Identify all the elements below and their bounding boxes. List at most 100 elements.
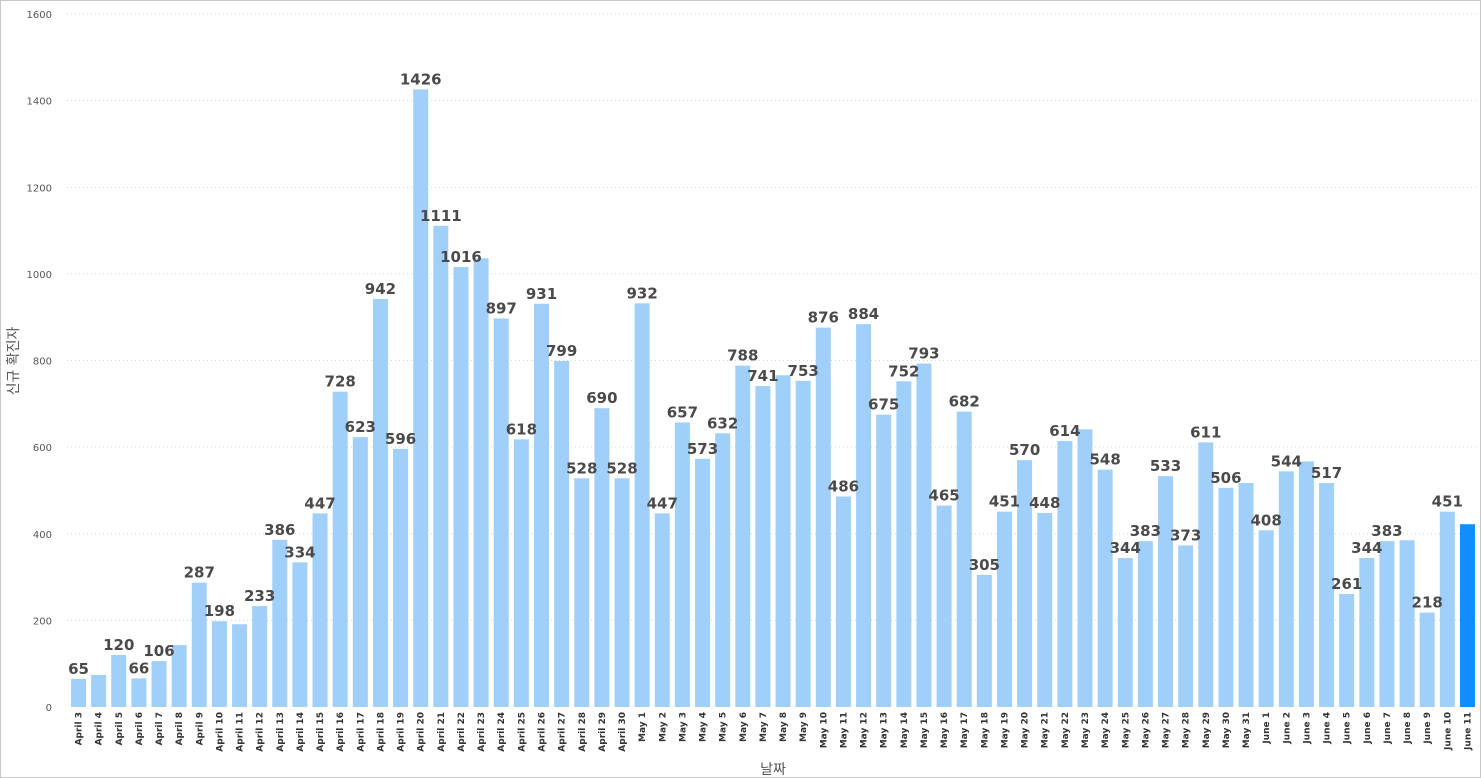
bar[interactable] (292, 562, 308, 707)
bar[interactable] (755, 386, 771, 707)
bar[interactable] (1158, 476, 1174, 707)
bar[interactable] (191, 582, 207, 707)
bar[interactable] (493, 318, 509, 707)
bar[interactable] (1218, 487, 1234, 707)
bar[interactable] (332, 391, 348, 707)
bar[interactable] (413, 89, 429, 708)
bar[interactable] (453, 266, 469, 707)
bar[interactable] (1379, 541, 1395, 707)
bar[interactable] (312, 513, 328, 707)
bar[interactable] (876, 414, 892, 707)
y-axis-ticks: 0 200 400 600 800 1000 1200 1400 1600 (27, 10, 52, 714)
bar[interactable] (1017, 460, 1033, 707)
bar[interactable] (1037, 512, 1053, 707)
x-tick-label: May 10 (819, 712, 829, 748)
bar[interactable] (352, 437, 368, 707)
bar[interactable] (835, 496, 851, 708)
bar[interactable] (594, 408, 610, 707)
bar[interactable] (372, 299, 388, 707)
bar[interactable] (856, 324, 872, 707)
x-tick-label: May 8 (779, 712, 789, 742)
y-tick-label: 1600 (27, 10, 52, 21)
data-label: 690 (586, 389, 617, 407)
bar[interactable] (131, 678, 147, 707)
bar[interactable] (996, 511, 1012, 707)
x-tick-label: April 27 (558, 712, 568, 752)
bar[interactable] (976, 574, 992, 707)
bar[interactable] (896, 381, 912, 707)
bar[interactable] (1419, 612, 1435, 707)
bar[interactable] (554, 360, 570, 707)
x-tick-label: May 1 (638, 712, 648, 742)
data-label: 506 (1210, 469, 1241, 487)
bar[interactable] (936, 505, 952, 707)
bar[interactable] (574, 478, 590, 707)
bar[interactable] (1117, 558, 1133, 707)
bar[interactable] (1238, 483, 1254, 707)
x-tick-label: April 21 (437, 712, 447, 752)
x-tick-label: May 4 (699, 712, 709, 742)
bar[interactable] (513, 439, 529, 707)
data-label: 544 (1271, 452, 1302, 470)
bar[interactable] (433, 225, 449, 708)
bar[interactable] (252, 606, 268, 707)
bar[interactable] (674, 422, 690, 707)
bar[interactable] (1399, 540, 1415, 707)
bar[interactable] (916, 363, 932, 707)
x-tick-label: April 18 (376, 712, 386, 752)
bar[interactable] (1057, 441, 1073, 707)
x-tick-label: June 4 (1323, 712, 1333, 745)
bar[interactable] (614, 478, 630, 707)
bar[interactable] (1439, 511, 1455, 707)
bar[interactable] (1097, 469, 1113, 707)
x-tick-label: April 28 (578, 712, 588, 752)
bar[interactable] (1278, 471, 1294, 707)
bar[interactable] (171, 645, 187, 707)
bar[interactable] (1359, 558, 1375, 707)
y-tick-label: 1000 (27, 270, 52, 281)
bar[interactable] (735, 365, 751, 707)
bar[interactable] (1137, 541, 1153, 707)
bar[interactable] (795, 380, 811, 707)
x-tick-label: June 10 (1443, 712, 1453, 751)
bar[interactable] (654, 513, 670, 707)
x-tick-label: May 16 (940, 712, 950, 748)
bar[interactable] (211, 621, 227, 707)
x-tick-label: May 29 (1202, 712, 1212, 748)
bar[interactable] (1178, 545, 1194, 707)
x-tick-label: April 17 (356, 712, 366, 752)
bar[interactable] (71, 678, 86, 707)
data-label: 344 (1351, 539, 1382, 557)
bar[interactable] (1459, 524, 1475, 707)
bar[interactable] (695, 458, 711, 707)
x-axis-ticks: April 3 April 4 April 5 April 6 April 7 April… (75, 712, 1474, 752)
bar[interactable] (1319, 483, 1335, 707)
bar[interactable] (232, 624, 248, 707)
bar[interactable] (111, 655, 127, 707)
data-label: 120 (103, 636, 134, 654)
bar[interactable] (715, 433, 731, 707)
bar[interactable] (1077, 429, 1093, 707)
bar[interactable] (272, 539, 288, 707)
bar[interactable] (815, 327, 831, 707)
bar[interactable] (775, 375, 791, 707)
bar[interactable] (393, 448, 409, 707)
data-label: 373 (1170, 526, 1201, 544)
bar[interactable] (634, 303, 650, 707)
x-tick-label: April 16 (336, 712, 346, 752)
bar[interactable] (91, 674, 107, 707)
data-label: 675 (868, 396, 899, 414)
bar[interactable] (473, 258, 489, 707)
bar[interactable] (956, 411, 972, 707)
bar[interactable] (1258, 530, 1274, 707)
bar[interactable] (1339, 593, 1355, 707)
x-tick-label: May 30 (1222, 712, 1232, 748)
bar[interactable] (151, 661, 167, 707)
data-label: 517 (1311, 464, 1342, 482)
bar[interactable] (1298, 461, 1314, 707)
data-label: 618 (506, 420, 537, 438)
bar[interactable] (533, 303, 549, 707)
x-tick-label: May 19 (1000, 712, 1010, 748)
bar[interactable] (1198, 442, 1214, 707)
